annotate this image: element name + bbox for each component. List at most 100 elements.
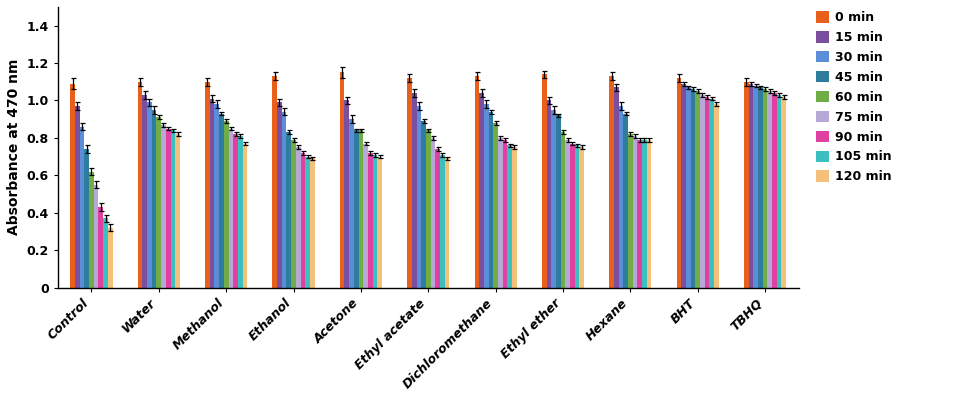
Bar: [238, 136, 243, 287]
Bar: [763, 89, 768, 287]
Bar: [80, 127, 85, 287]
Bar: [278, 102, 281, 287]
Bar: [493, 123, 498, 287]
Bar: [614, 88, 618, 287]
Bar: [642, 140, 647, 287]
Bar: [349, 119, 354, 287]
Bar: [700, 95, 704, 287]
Bar: [647, 140, 652, 287]
Bar: [686, 88, 691, 287]
Bar: [417, 106, 421, 287]
Bar: [633, 136, 637, 287]
Bar: [175, 134, 180, 287]
Bar: [546, 100, 551, 287]
Bar: [431, 138, 435, 287]
Bar: [94, 185, 98, 287]
Bar: [157, 117, 161, 287]
Bar: [714, 104, 719, 287]
Bar: [695, 91, 700, 287]
Bar: [161, 125, 166, 287]
Bar: [286, 132, 291, 287]
Bar: [373, 155, 377, 287]
Bar: [209, 99, 214, 287]
Bar: [637, 140, 642, 287]
Bar: [512, 147, 516, 287]
Bar: [677, 78, 681, 287]
Bar: [435, 149, 440, 287]
Bar: [296, 147, 301, 287]
Bar: [142, 95, 147, 287]
Bar: [556, 115, 561, 287]
Bar: [70, 84, 75, 287]
Bar: [444, 158, 449, 287]
Bar: [206, 82, 209, 287]
Bar: [440, 155, 444, 287]
Bar: [479, 93, 484, 287]
Bar: [681, 84, 686, 287]
Bar: [507, 145, 512, 287]
Bar: [489, 112, 493, 287]
Bar: [354, 131, 358, 287]
Bar: [426, 131, 431, 287]
Bar: [407, 78, 412, 287]
Bar: [704, 97, 709, 287]
Bar: [781, 97, 786, 287]
Bar: [542, 74, 546, 287]
Bar: [551, 110, 556, 287]
Bar: [758, 88, 763, 287]
Bar: [243, 144, 247, 287]
Bar: [75, 106, 80, 287]
Bar: [345, 100, 349, 287]
Bar: [85, 149, 89, 287]
Bar: [358, 131, 363, 287]
Bar: [305, 156, 310, 287]
Bar: [340, 72, 345, 287]
Bar: [575, 145, 580, 287]
Bar: [768, 91, 772, 287]
Bar: [421, 121, 426, 287]
Bar: [628, 134, 633, 287]
Bar: [368, 153, 373, 287]
Bar: [580, 147, 584, 287]
Bar: [749, 84, 753, 287]
Bar: [98, 207, 103, 287]
Bar: [561, 132, 565, 287]
Bar: [233, 134, 238, 287]
Legend: 0 min, 15 min, 30 min, 45 min, 60 min, 75 min, 90 min, 105 min, 120 min: 0 min, 15 min, 30 min, 45 min, 60 min, 7…: [812, 8, 895, 187]
Bar: [498, 138, 503, 287]
Bar: [310, 158, 315, 287]
Bar: [484, 104, 489, 287]
Bar: [229, 129, 233, 287]
Bar: [691, 89, 695, 287]
Bar: [565, 140, 570, 287]
Bar: [281, 112, 286, 287]
Bar: [152, 110, 157, 287]
Bar: [219, 113, 224, 287]
Bar: [166, 129, 170, 287]
Bar: [623, 113, 628, 287]
Bar: [776, 95, 781, 287]
Bar: [609, 76, 614, 287]
Bar: [570, 144, 575, 287]
Y-axis label: Absorbance at 470 nm: Absorbance at 470 nm: [7, 59, 21, 236]
Bar: [412, 93, 417, 287]
Bar: [224, 121, 229, 287]
Bar: [273, 76, 278, 287]
Bar: [377, 156, 382, 287]
Bar: [108, 228, 113, 287]
Bar: [137, 82, 142, 287]
Bar: [291, 140, 296, 287]
Bar: [753, 86, 758, 287]
Bar: [772, 93, 776, 287]
Bar: [103, 219, 108, 287]
Bar: [214, 104, 219, 287]
Bar: [618, 106, 623, 287]
Bar: [147, 102, 152, 287]
Bar: [503, 140, 507, 287]
Bar: [474, 76, 479, 287]
Bar: [744, 82, 749, 287]
Bar: [709, 99, 714, 287]
Bar: [301, 153, 305, 287]
Bar: [170, 131, 175, 287]
Bar: [363, 144, 368, 287]
